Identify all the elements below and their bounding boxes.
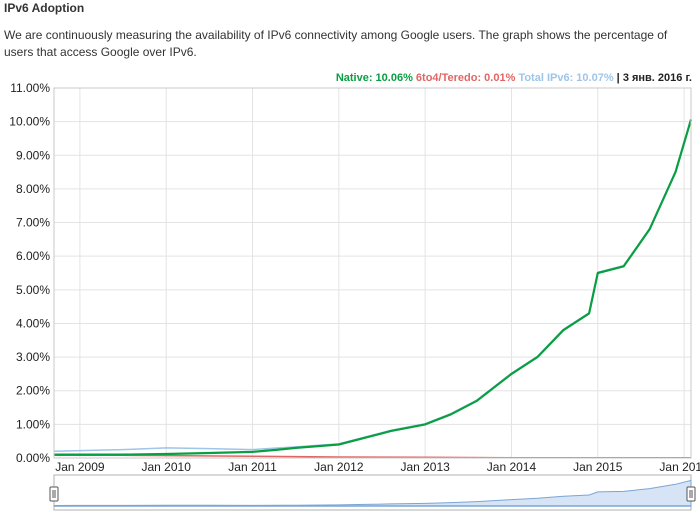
series-line-6to4-teredo (54, 454, 691, 459)
y-tick-label: 11.00% (10, 81, 50, 95)
y-tick-label: 2.00% (16, 384, 50, 398)
y-tick-label: 3.00% (16, 350, 50, 364)
range-selector[interactable] (49, 474, 696, 511)
chart-series (53, 119, 693, 459)
legend-native: Native: 10.06% (335, 72, 413, 84)
y-tick-label: 1.00% (16, 417, 50, 431)
x-tick-label: Jan 2011 (228, 460, 277, 474)
legend-date: 3 янв. 2016 г. (622, 72, 692, 84)
legend-separator: | (616, 72, 620, 84)
y-tick-label: 0.00% (16, 451, 50, 465)
x-tick-label: Jan 2009 (55, 460, 105, 474)
y-axis: 0.00% 1.00% 2.00% 3.00% 4.00% 5.00% 6.00% 7.00%… (9, 81, 50, 465)
chart-legend: Native: 10.06% 6to4/Teredo: 0.01% Total … (336, 72, 692, 84)
x-tick-label: Jan 2012 (314, 460, 364, 474)
chart-grid (54, 87, 691, 459)
y-tick-label: 4.00% (16, 316, 50, 330)
x-tick-label: Jan 2014 (487, 460, 537, 474)
range-handle-left[interactable] (49, 486, 59, 502)
x-tick-label: Jan 2010 (142, 460, 192, 474)
page-title: IPv6 Adoption (4, 1, 85, 15)
x-tick-label: Jan 2016 (659, 460, 700, 474)
y-tick-label: 9.00% (16, 148, 50, 162)
range-handle-right[interactable] (686, 486, 696, 502)
legend-teredo: 6to4/Teredo: 0.01% (415, 72, 516, 84)
series-line-native (54, 119, 693, 456)
y-tick-label: 6.00% (16, 249, 50, 263)
y-tick-label: 8.00% (16, 182, 50, 196)
legend-total: Total IPv6: 10.07% (518, 72, 614, 84)
x-tick-label: Jan 2015 (573, 460, 623, 474)
x-axis: Jan 2009 Jan 2010 Jan 2011 Jan 2012 Jan 2013… (55, 460, 700, 474)
range-selector-overview (53, 479, 692, 507)
y-tick-label: 10.00% (9, 115, 50, 129)
y-tick-label: 7.00% (16, 216, 50, 230)
x-tick-label: Jan 2013 (400, 460, 450, 474)
plot-border (53, 87, 692, 459)
y-tick-label: 5.00% (16, 283, 50, 297)
page-description: We are continuously measuring the availa… (4, 28, 668, 59)
